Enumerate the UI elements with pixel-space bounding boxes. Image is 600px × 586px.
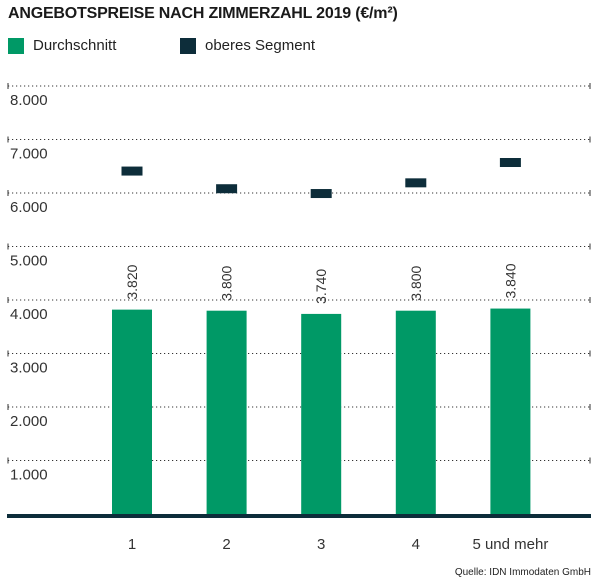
data-label: 3.800 xyxy=(219,265,235,300)
y-tick-label: 1.000 xyxy=(10,467,48,484)
x-tick-label: 1 xyxy=(128,536,136,553)
segment-marker xyxy=(121,166,143,176)
x-tick-label: 2 xyxy=(222,536,230,553)
data-label: 3.800 xyxy=(408,265,424,300)
bar xyxy=(112,309,152,514)
x-axis-baseline xyxy=(7,514,591,518)
legend-label: oberes Segment xyxy=(205,37,316,54)
source-note: Quelle: IDN Immodaten GmbH xyxy=(454,567,591,578)
legend-item-oberes-segment: oberes Segment xyxy=(180,37,315,54)
data-label: 3.840 xyxy=(502,263,518,298)
legend-label: Durchschnitt xyxy=(33,37,117,54)
bar xyxy=(206,310,247,514)
y-tick-label: 4.000 xyxy=(10,306,48,323)
x-tick-label: 3 xyxy=(317,536,325,553)
segment-marker xyxy=(310,189,332,199)
y-tick-label: 7.000 xyxy=(10,146,48,163)
x-tick-label: 5 und mehr xyxy=(472,536,548,553)
segment-marker xyxy=(216,184,238,194)
chart-title: ANGEBOTSPREISE NACH ZIMMERZAHL 2019 (€/m… xyxy=(8,5,398,22)
data-label: 3.740 xyxy=(313,269,329,304)
legend-swatch xyxy=(180,37,196,54)
y-tick-label: 6.000 xyxy=(10,199,48,216)
segment-marker xyxy=(499,158,521,168)
data-label: 3.820 xyxy=(124,264,140,299)
legend-swatch xyxy=(8,37,24,54)
bar xyxy=(395,310,436,514)
segment-marker xyxy=(405,178,427,188)
bar xyxy=(301,313,342,514)
y-tick-label: 5.000 xyxy=(10,253,48,270)
bar xyxy=(490,308,531,514)
y-tick-label: 3.000 xyxy=(10,360,48,377)
y-tick-label: 8.000 xyxy=(10,92,48,109)
y-tick-label: 2.000 xyxy=(10,413,48,430)
legend-item-durchschnitt: Durchschnitt xyxy=(8,37,116,54)
x-tick-label: 4 xyxy=(412,536,420,553)
